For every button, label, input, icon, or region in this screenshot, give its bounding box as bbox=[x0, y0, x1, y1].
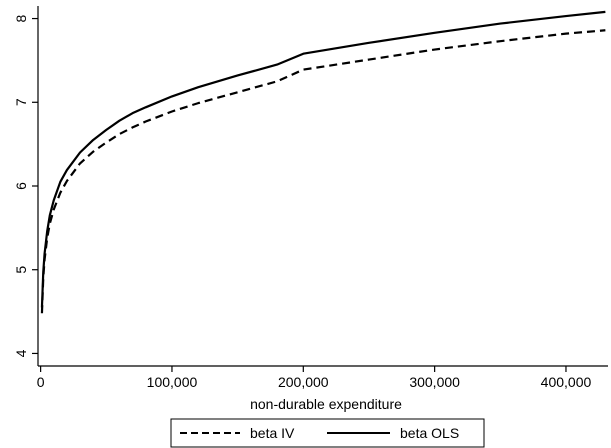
x-tick-label: 200,000 bbox=[278, 374, 329, 390]
x-axis-title: non-durable expenditure bbox=[250, 396, 402, 412]
y-tick-label: 8 bbox=[13, 14, 29, 22]
x-tick-label: 100,000 bbox=[147, 374, 198, 390]
series-line-beta-ols bbox=[40, 10, 606, 308]
y-axis-ticks: 4 5 6 7 8 bbox=[13, 14, 38, 357]
x-tick-label: 400,000 bbox=[541, 374, 592, 390]
legend-label-beta-iv: beta IV bbox=[250, 425, 295, 441]
x-axis-ticks: 0 100,000 200,000 300,000 400,000 bbox=[37, 366, 592, 390]
legend: beta IV beta OLS bbox=[170, 418, 485, 448]
y-tick-label: 7 bbox=[13, 98, 29, 106]
y-tick-label: 6 bbox=[13, 182, 29, 190]
y-tick-label: 5 bbox=[13, 266, 29, 274]
y-tick-label: 4 bbox=[13, 349, 29, 357]
series-line-beta-iv bbox=[40, 29, 606, 314]
legend-label-beta-ols: beta OLS bbox=[400, 425, 459, 441]
x-tick-label: 0 bbox=[37, 374, 45, 390]
x-tick-label: 300,000 bbox=[409, 374, 460, 390]
series-layer bbox=[40, 10, 606, 314]
